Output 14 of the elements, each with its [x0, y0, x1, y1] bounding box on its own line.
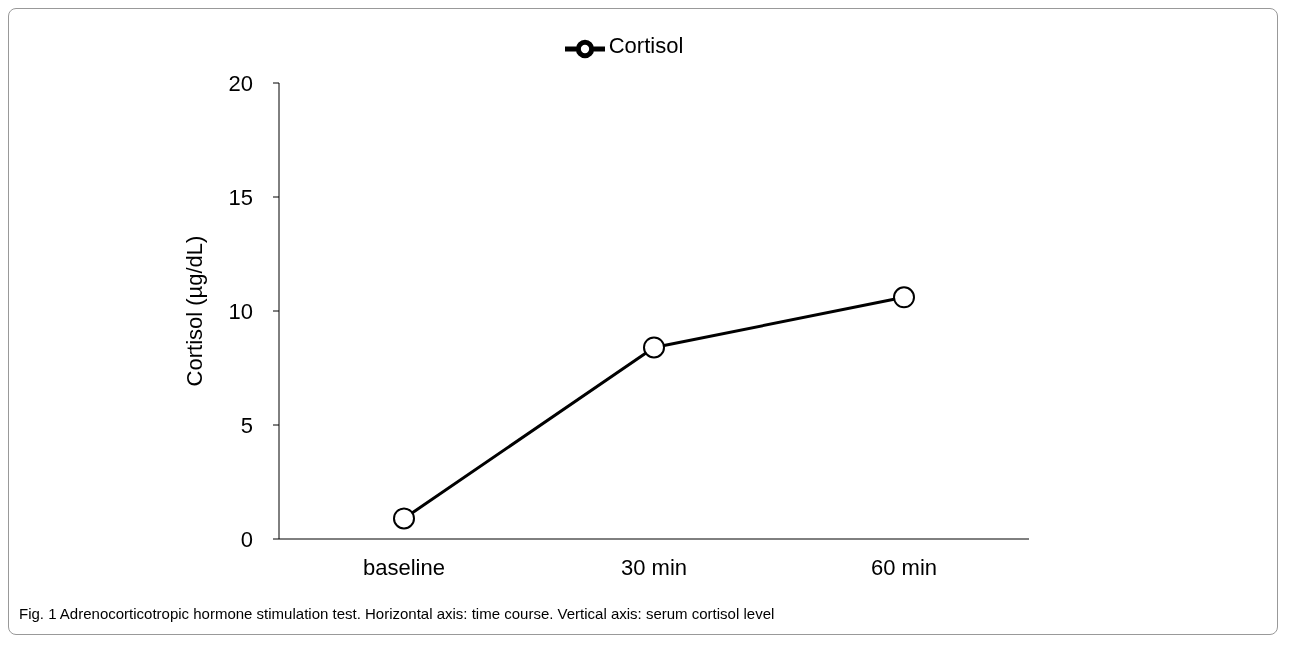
point	[643, 336, 665, 359]
y-tick-label: 10	[228, 298, 253, 324]
legend-label: Cortisol	[608, 33, 684, 59]
x-tick-label: 60 min	[870, 554, 938, 580]
x-tick-label: 30 min	[620, 554, 688, 580]
y-tick-label: 15	[228, 184, 253, 210]
point	[893, 286, 915, 309]
y-tick-label: 5	[240, 412, 253, 438]
y-axis-title: Cortisol (µg/dL)	[181, 235, 207, 387]
x-tick-label: baseline	[363, 554, 445, 580]
y-tick-label: 0	[240, 526, 253, 552]
caption: Fig. 1 Adrenocorticotropic hormone stimulation test. Horizontal axis: time course. Vertical axis: serum cortisol level	[19, 605, 775, 622]
point	[393, 507, 415, 530]
y-tick-label: 20	[228, 70, 253, 96]
